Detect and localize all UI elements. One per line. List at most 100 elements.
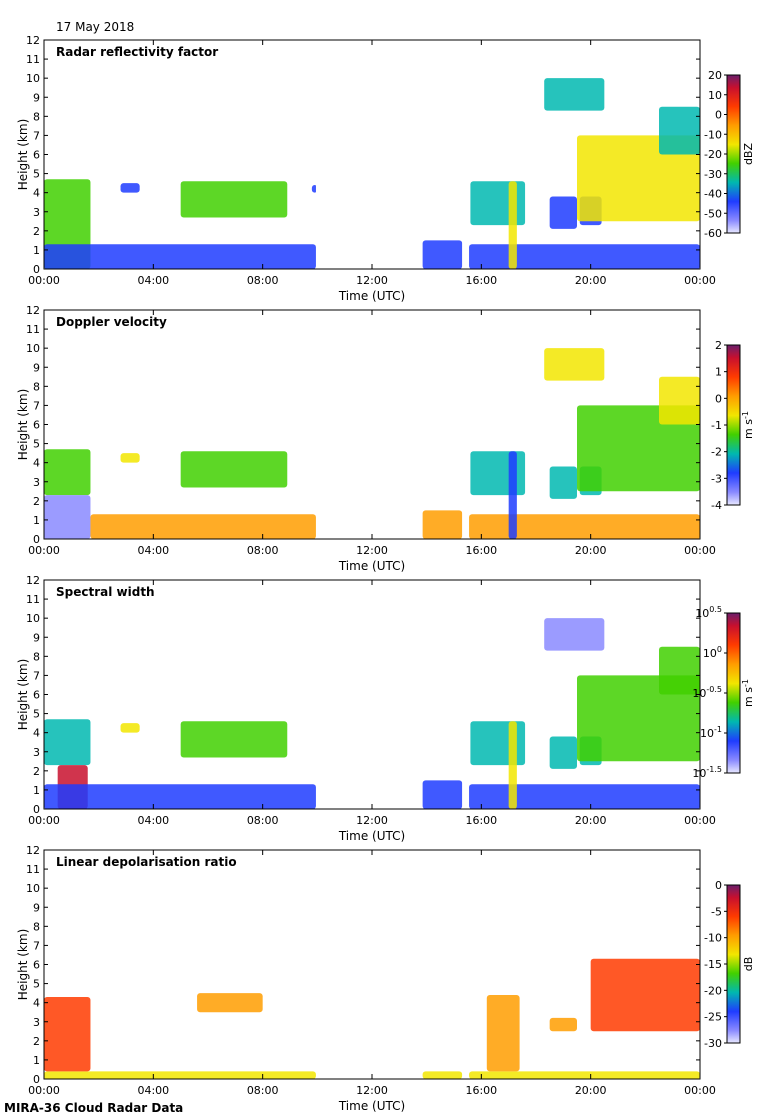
x-tick-label: 04:00 [137, 1084, 169, 1097]
data-gap-2 [462, 580, 470, 809]
x-tick-label: 08:00 [247, 544, 279, 557]
echo-region-13 [544, 618, 605, 651]
colorbar-tick-label: 10 [708, 89, 722, 102]
colorbar-tick-label: -50 [704, 207, 722, 220]
x-tick-label: 12:00 [356, 274, 388, 287]
date-label: 17 May 2018 [56, 20, 135, 34]
echo-region-1 [44, 719, 91, 766]
panel-title: Doppler velocity [56, 315, 167, 329]
colorbar-unit-label: dBZ [742, 143, 755, 166]
colorbar: 20 10 0 -10 -20 -30 -40 -50 -60 dBZ [704, 69, 755, 240]
colorbar-tick-label: 10-0.5 [692, 685, 722, 700]
x-tick-label: 16:00 [465, 274, 497, 287]
echo-region-12 [577, 405, 700, 492]
y-axis-label: Height (km) [16, 389, 30, 460]
colorbar-tick-label: 2 [715, 339, 722, 352]
echo-region-3 [469, 1071, 700, 1079]
echo-region-9 [508, 451, 517, 539]
y-tick-label: 1 [33, 514, 40, 527]
panel-data-layer [44, 40, 700, 269]
x-tick-label: 08:00 [247, 814, 279, 827]
echo-region-8 [590, 958, 700, 1032]
y-tick-label: 2 [33, 225, 40, 238]
y-tick-label: 11 [26, 863, 40, 876]
x-tick-label: 08:00 [247, 1084, 279, 1097]
y-tick-label: 7 [33, 669, 40, 682]
x-tick-label: 20:00 [575, 1084, 607, 1097]
y-tick-label: 8 [33, 920, 40, 933]
echo-region-6 [422, 240, 463, 269]
y-tick-label: 3 [33, 1016, 40, 1029]
colorbar-unit-label: m s-1 [741, 679, 755, 707]
echo-region-6 [422, 780, 463, 809]
x-tick-label: 20:00 [575, 544, 607, 557]
echo-region-4 [120, 453, 140, 463]
y-tick-label: 6 [33, 689, 40, 702]
echo-region-4 [180, 181, 288, 218]
echo-region-3 [44, 784, 316, 809]
y-axis-label: Height (km) [16, 659, 30, 730]
echo-region-5 [180, 721, 288, 758]
echo-region-13 [544, 78, 605, 111]
panel-data-layer [44, 850, 700, 1079]
y-axis-label: Height (km) [16, 119, 30, 190]
colorbar-tick-label: -25 [704, 1011, 722, 1024]
y-tick-label: 4 [33, 187, 40, 200]
echo-region-2 [44, 495, 91, 539]
y-tick-label: 7 [33, 939, 40, 952]
panel-data-layer [44, 310, 700, 539]
colorbar: 2 1 0 -1 -2 -3 -4 m s-1 [711, 339, 755, 512]
y-tick-label: 6 [33, 419, 40, 432]
y-tick-label: 12 [26, 304, 40, 317]
echo-region-7 [469, 784, 700, 809]
panel-title: Linear depolarisation ratio [56, 855, 237, 869]
colorbar-tick-label: -1 [711, 419, 722, 432]
echo-region-7 [469, 514, 700, 539]
y-tick-label: 12 [26, 844, 40, 857]
y-tick-label: 9 [33, 91, 40, 104]
echo-region-12 [577, 135, 700, 222]
colorbar-tick-label: 1 [715, 366, 722, 379]
y-tick-label: 12 [26, 574, 40, 587]
colorbar-unit-label: dB [742, 957, 755, 972]
y-tick-label: 5 [33, 168, 40, 181]
colorbar-tick-label: 0 [715, 879, 722, 892]
x-tick-label: 00:00 [684, 544, 716, 557]
echo-region-9 [508, 181, 517, 269]
y-tick-label: 10 [26, 342, 40, 355]
echo-region-10 [549, 196, 577, 229]
y-tick-label: 0 [33, 533, 40, 546]
y-tick-label: 7 [33, 129, 40, 142]
echo-region-14 [659, 646, 700, 695]
x-tick-label: 04:00 [137, 274, 169, 287]
echo-region-1 [44, 449, 91, 496]
echo-region-9 [508, 721, 517, 809]
colorbar-tick-label: -20 [704, 148, 722, 161]
colorbar-tick-label: -2 [711, 446, 722, 459]
x-tick-label: 00:00 [28, 814, 60, 827]
colorbar-tick-label: -30 [704, 1037, 722, 1050]
x-tick-label: 00:00 [28, 544, 60, 557]
echo-region-14 [659, 376, 700, 425]
colorbar-tick-label: 20 [708, 69, 722, 82]
colorbar-tick-label: -20 [704, 984, 722, 997]
x-tick-label: 04:00 [137, 814, 169, 827]
echo-region-10 [549, 466, 577, 499]
x-axis-label: Time (UTC) [338, 289, 405, 303]
colorbar-tick-label: -15 [704, 958, 722, 971]
y-tick-label: 11 [26, 323, 40, 336]
y-tick-label: 11 [26, 593, 40, 606]
x-tick-label: 00:00 [28, 1084, 60, 1097]
echo-region-4 [120, 723, 140, 733]
y-tick-label: 10 [26, 882, 40, 895]
y-tick-label: 1 [33, 1054, 40, 1067]
x-axis-label: Time (UTC) [338, 829, 405, 843]
y-tick-label: 2 [33, 495, 40, 508]
y-tick-label: 2 [33, 765, 40, 778]
echo-region-7 [549, 1017, 577, 1032]
y-axis-label: Height (km) [16, 929, 30, 1000]
